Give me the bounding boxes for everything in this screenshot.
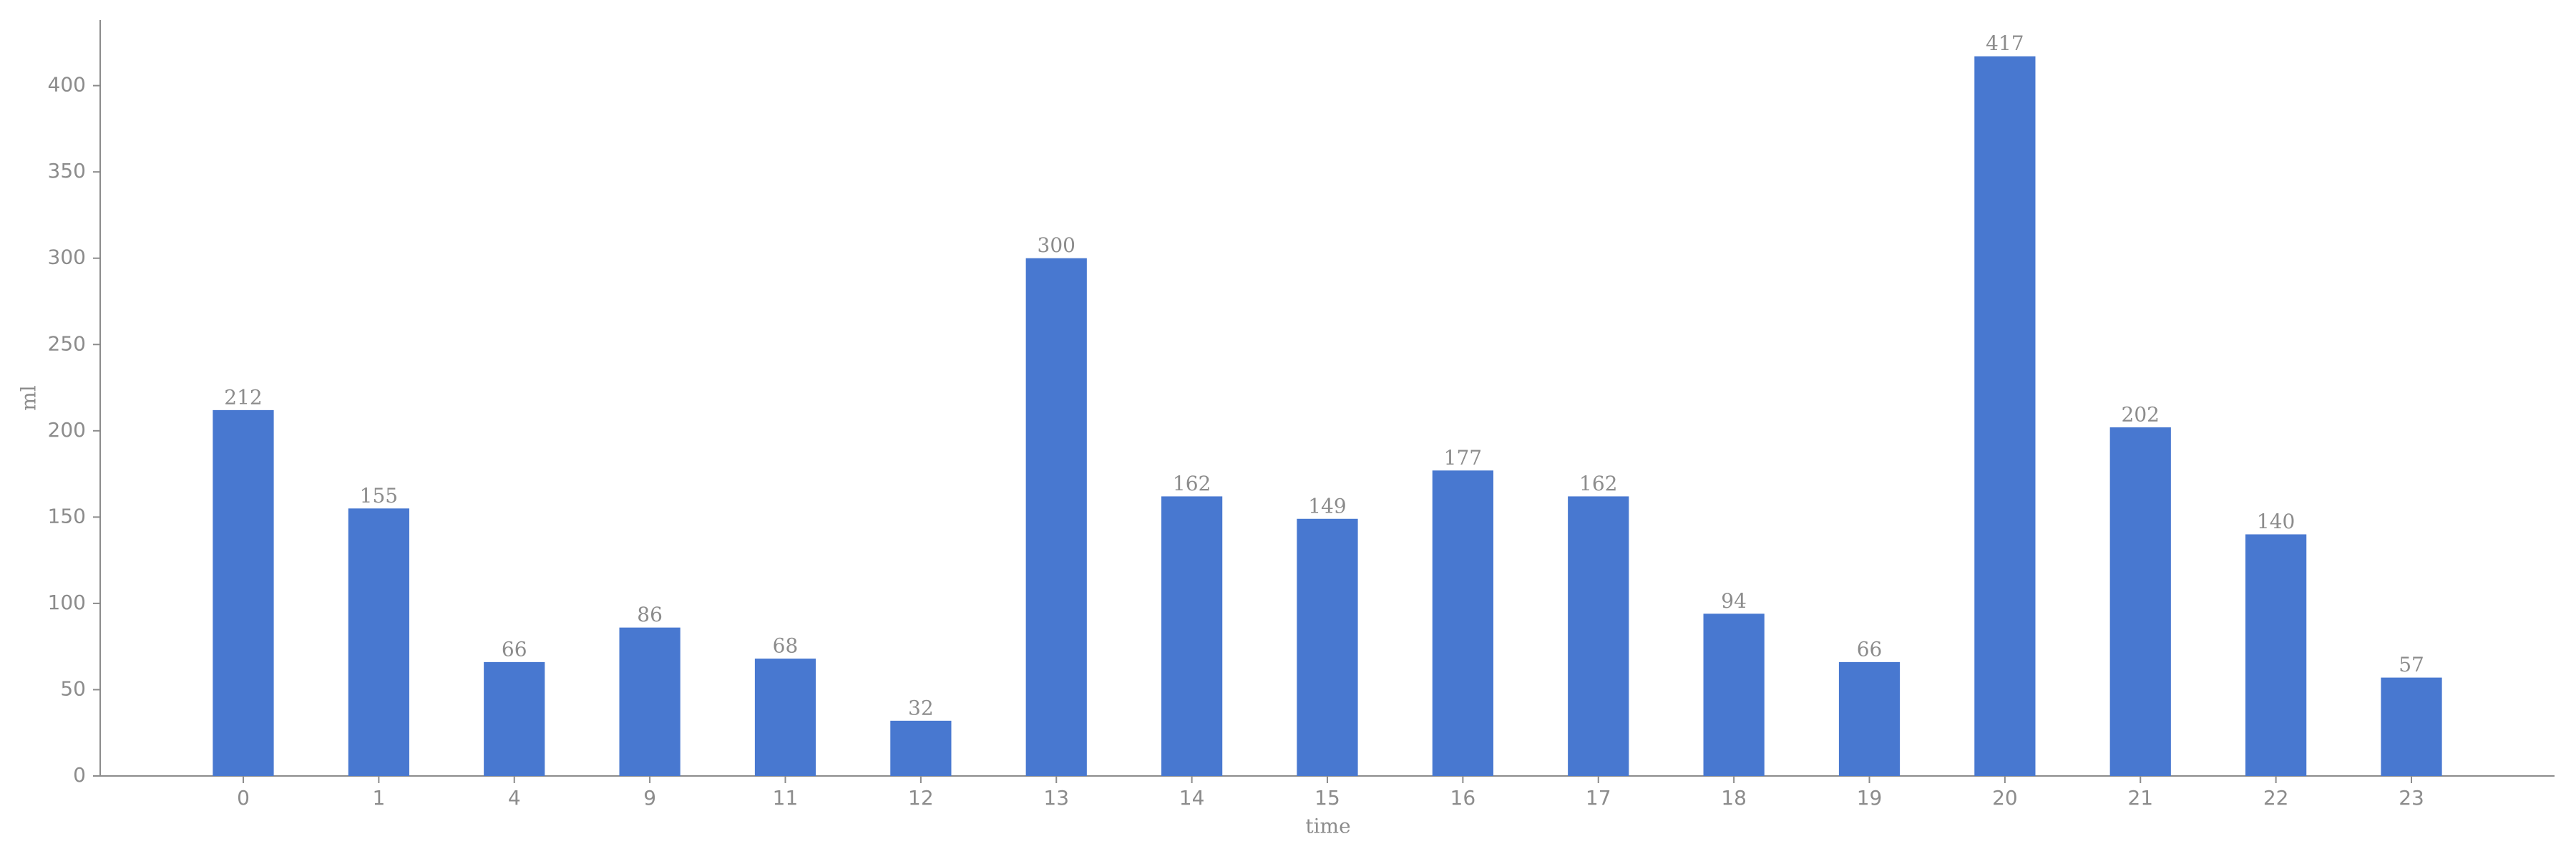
value-label: 86 — [637, 603, 663, 626]
x-tick-label: 11 — [773, 786, 799, 810]
value-label: 155 — [360, 484, 398, 508]
x-tick-label: 16 — [1450, 786, 1476, 810]
y-axis-label: ml — [17, 385, 41, 411]
x-tick-label: 9 — [643, 786, 656, 810]
value-label: 94 — [1721, 589, 1747, 613]
x-tick-label: 19 — [1857, 786, 1883, 810]
value-label: 212 — [224, 385, 262, 409]
x-tick-label: 4 — [508, 786, 521, 810]
y-tick-label: 250 — [48, 331, 86, 355]
y-tick-label: 400 — [48, 73, 86, 97]
bar — [1161, 496, 1223, 776]
value-label: 149 — [1308, 494, 1346, 518]
x-tick-label: 0 — [237, 786, 250, 810]
bar — [1568, 496, 1629, 776]
value-label: 66 — [502, 637, 527, 661]
value-label: 300 — [1038, 233, 1075, 257]
x-tick-label: 23 — [2399, 786, 2424, 810]
bar — [2381, 677, 2442, 776]
bar — [619, 627, 680, 776]
value-label: 162 — [1579, 472, 1617, 495]
x-tick-label: 22 — [2263, 786, 2289, 810]
value-label: 417 — [1986, 31, 2024, 55]
bar — [1974, 56, 2036, 777]
x-axis-label: time — [1305, 815, 1350, 838]
x-tick-label: 12 — [908, 786, 934, 810]
x-tick-label: 14 — [1179, 786, 1205, 810]
value-label: 140 — [2257, 510, 2295, 533]
bar — [348, 508, 409, 776]
x-tick-label: 15 — [1314, 786, 1340, 810]
y-tick-label: 100 — [48, 591, 86, 614]
y-tick-label: 350 — [48, 159, 86, 183]
x-tick-label: 17 — [1586, 786, 1611, 810]
bar — [1703, 613, 1765, 776]
y-tick-label: 200 — [48, 418, 86, 442]
x-tick-label: 21 — [2127, 786, 2153, 810]
y-tick-label: 0 — [73, 763, 86, 787]
value-label: 68 — [773, 634, 799, 658]
bar — [1432, 470, 1493, 776]
bar — [1025, 258, 1087, 776]
x-tick-label: 13 — [1043, 786, 1069, 810]
y-tick-label: 300 — [48, 246, 86, 269]
bar — [1297, 518, 1358, 776]
bar — [2109, 427, 2171, 776]
value-label: 57 — [2399, 653, 2424, 676]
bar — [213, 409, 274, 776]
bar — [1838, 661, 1901, 776]
y-tick-label: 50 — [60, 676, 86, 700]
bar — [754, 659, 816, 776]
value-label: 32 — [908, 696, 934, 719]
bar — [890, 720, 952, 776]
value-label: 66 — [1857, 637, 1883, 661]
x-tick-label: 20 — [1992, 786, 2018, 810]
value-label: 162 — [1173, 472, 1211, 495]
value-label: 177 — [1444, 446, 1482, 470]
bar — [2245, 534, 2307, 776]
y-tick-label: 150 — [48, 504, 86, 528]
value-label: 202 — [2122, 402, 2160, 426]
bar — [484, 661, 545, 776]
x-tick-label: 1 — [372, 786, 385, 810]
x-tick-label: 18 — [1721, 786, 1747, 810]
